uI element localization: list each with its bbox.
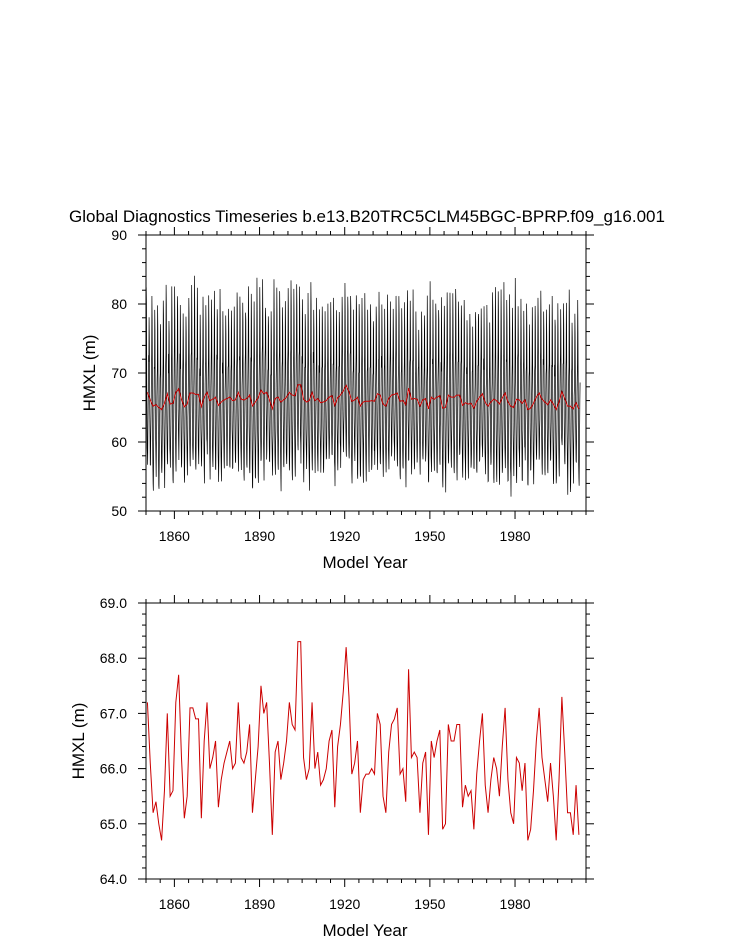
y-tick-label: 70 <box>111 365 127 381</box>
top-chart-series-group <box>146 275 581 497</box>
y-tick-label: 66.0 <box>100 761 127 777</box>
bottom-chart-xlabel: Model Year <box>322 921 407 940</box>
bottom-chart: 1860 1890 1920 1950 1980 64.0 65.0 66.0 67.0 68.0… <box>69 595 594 940</box>
bottom-chart-ylabel: HMXL (m) <box>69 703 88 780</box>
y-tick-label: 65.0 <box>100 816 127 832</box>
x-tick-label: 1950 <box>414 528 445 544</box>
x-tick-label: 1860 <box>159 896 190 912</box>
x-tick-label: 1980 <box>499 528 530 544</box>
bottom-chart-plot-area <box>146 641 580 841</box>
top-chart-ylabel: HMXL (m) <box>80 335 99 412</box>
top-chart-frame <box>145 234 587 512</box>
x-tick-label: 1980 <box>499 896 530 912</box>
bottom-chart-frame <box>145 602 587 880</box>
y-tick-label: 50 <box>111 503 127 519</box>
top-chart-title: Global Diagnostics Timeseries b.e13.B20T… <box>69 207 665 226</box>
top-chart-xlabel: Model Year <box>322 553 407 572</box>
x-tick-label: 1920 <box>329 528 360 544</box>
y-tick-label: 60 <box>111 434 127 450</box>
x-tick-label: 1890 <box>244 896 275 912</box>
monthly-series-line <box>146 275 581 497</box>
y-tick-label: 90 <box>111 227 127 243</box>
y-tick-label: 80 <box>111 296 127 312</box>
y-tick-label: 67.0 <box>100 705 127 721</box>
top-chart: Global Diagnostics Timeseries b.e13.B20T… <box>69 207 665 572</box>
annual-series-line <box>146 641 580 841</box>
y-tick-label: 64.0 <box>100 871 127 887</box>
x-tick-label: 1920 <box>329 896 360 912</box>
x-tick-label: 1890 <box>244 528 275 544</box>
y-tick-label: 69.0 <box>100 595 127 611</box>
top-chart-plot-area <box>146 275 581 497</box>
top-chart-ticks: 1860 1890 1920 1950 1980 50 60 70 80 90 <box>111 227 594 544</box>
bottom-chart-ticks: 1860 1890 1920 1950 1980 64.0 65.0 66.0 67.0 68.0… <box>100 595 594 912</box>
x-tick-label: 1860 <box>159 528 190 544</box>
y-tick-label: 68.0 <box>100 650 127 666</box>
x-tick-label: 1950 <box>414 896 445 912</box>
annual-mean-series-line <box>146 384 580 411</box>
